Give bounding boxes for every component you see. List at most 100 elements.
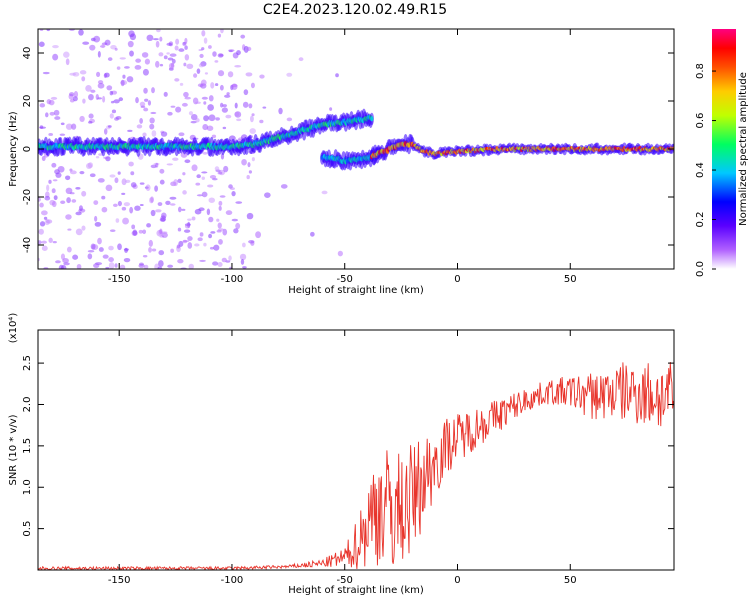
- spectrogram-noise-cell: [250, 82, 255, 89]
- spectrogram-noise-cell: [150, 209, 156, 217]
- spectrogram-noise-cell: [149, 117, 155, 124]
- spectrogram-noise-cell: [174, 78, 180, 82]
- spectrogram-noise-cell: [72, 71, 80, 77]
- spectrogram-noise-cell: [96, 71, 101, 78]
- spectrogram-panel: -150 -100 -50 0 50 -40 -20 0 20 40 Height of str…: [8, 28, 675, 296]
- spectrogram-noise-cell: [199, 53, 204, 59]
- spectrogram-noise-cell: [102, 95, 106, 103]
- spectrogram-noise-cell: [38, 228, 44, 235]
- spectrogram-noise-cell: [245, 72, 253, 77]
- spectrogram-noise-cell: [51, 162, 57, 168]
- spectrogram-noise-cell: [63, 51, 70, 58]
- spectrogram-noise-cell: [222, 228, 228, 236]
- spectrogram-noise-cell: [123, 202, 131, 207]
- spectrogram-noise-cell: [119, 57, 126, 60]
- spectrogram-x-tick-label: 50: [564, 274, 577, 285]
- spectrogram-noise-cell: [151, 87, 155, 94]
- spectrogram-noise-cell: [122, 217, 129, 225]
- spectrogram-noise-cell: [81, 76, 86, 82]
- spectrogram-x-label: Height of straight line (km): [288, 285, 424, 296]
- spectrogram-noise-cell: [142, 68, 149, 76]
- spectrogram-noise-cell: [246, 216, 252, 220]
- spectrogram-noise-cell: [177, 178, 182, 183]
- spectrogram-noise-cell: [222, 126, 227, 130]
- spectrogram-noise-cell: [127, 40, 134, 48]
- spectrogram-noise-cell: [169, 203, 176, 206]
- snr-plot-area: [38, 330, 674, 570]
- spectrogram-noise-cell: [156, 29, 161, 33]
- spectrogram-noise-cell: [50, 96, 58, 100]
- spectrogram-noise-cell: [82, 98, 86, 104]
- spectrogram-noise-cell: [177, 259, 184, 264]
- spectrogram-noise-cell: [199, 259, 206, 262]
- spectrogram-noise-cell: [97, 80, 104, 85]
- spectrogram-noise-cell: [225, 210, 233, 216]
- spectrogram-noise-cell: [110, 100, 115, 104]
- spectrogram-noise-cell: [167, 57, 174, 61]
- spectrogram-noise-cell: [182, 41, 186, 46]
- spectrogram-noise-cell: [78, 205, 83, 212]
- spectrogram-noise-cell: [217, 262, 223, 268]
- spectrogram-noise-cell: [109, 174, 116, 178]
- spectrogram-noise-cell: [82, 41, 90, 45]
- spectrogram-noise-cell: [78, 29, 84, 36]
- spectrogram-noise-cell: [46, 29, 51, 32]
- spectrogram-noise-cell: [170, 105, 176, 108]
- spectrogram-noise-cell: [215, 117, 220, 121]
- spectrogram-noise-cell: [109, 229, 116, 233]
- spectrogram-noise-cell: [157, 202, 163, 207]
- spectrogram-noise-cell: [196, 174, 201, 179]
- spectrogram-noise-cell: [157, 266, 163, 269]
- spectrogram-noise-cell: [159, 63, 164, 67]
- spectrogram-noise-cell: [298, 57, 304, 62]
- spectrogram-noise-cell: [251, 113, 255, 117]
- spectrogram-noise-cell: [122, 74, 126, 79]
- spectrogram-noise-cell: [105, 266, 110, 269]
- spectrogram-noise-cell: [142, 229, 147, 235]
- spectrogram-noise-cell: [102, 254, 109, 259]
- spectrogram-noise-cell: [229, 266, 233, 269]
- colorbar-gradient: [712, 29, 736, 269]
- spectrogram-noise-cell: [249, 115, 254, 123]
- spectrogram-noise-cell: [278, 107, 283, 115]
- spectrogram-noise-cell: [210, 82, 215, 89]
- spectrogram-noise-cell: [73, 91, 79, 98]
- spectrogram-noise-cell: [79, 115, 85, 122]
- spectrogram-noise-cell: [191, 114, 198, 121]
- spectrogram-noise-cell: [184, 45, 188, 50]
- spectrogram-noise-cell: [329, 107, 333, 111]
- spectrogram-noise-cell: [187, 242, 193, 249]
- spectrogram-noise-cell: [103, 156, 109, 160]
- spectrogram-noise-cell: [208, 114, 216, 122]
- spectrogram-noise-cell: [139, 182, 145, 185]
- spectrogram-noise-cell: [93, 35, 101, 43]
- spectrogram-noise-cell: [128, 161, 134, 167]
- spectrogram-noise-cell: [199, 232, 204, 237]
- spectrogram-noise-cell: [41, 245, 48, 251]
- spectrogram-noise-cell: [45, 219, 53, 224]
- spectrogram-noise-cell: [204, 72, 209, 75]
- spectrogram-noise-cell: [231, 218, 238, 222]
- spectrogram-noise-cell: [148, 247, 152, 253]
- spectrogram-noise-cell: [44, 195, 51, 201]
- spectrogram-noise-cell: [129, 206, 134, 214]
- spectrogram-noise-cell: [173, 179, 178, 187]
- spectrogram-noise-cell: [116, 66, 121, 70]
- spectrogram-noise-cell: [217, 222, 222, 229]
- spectrogram-noise-cell: [142, 132, 147, 137]
- spectrogram-noise-cell: [159, 179, 165, 185]
- spectrogram-noise-cell: [141, 52, 149, 58]
- spectrogram-noise-cell: [191, 216, 196, 221]
- spectrogram-noise-cell: [130, 182, 137, 188]
- spectrogram-noise-cell: [160, 131, 168, 137]
- spectrogram-noise-cell: [139, 117, 143, 124]
- spectrogram-noise-cell: [209, 175, 217, 179]
- spectrogram-noise-cell: [247, 162, 251, 168]
- spectrogram-noise-cell: [71, 199, 77, 203]
- spectrogram-noise-cell: [55, 172, 62, 178]
- spectrogram-noise-cell: [210, 231, 216, 234]
- spectrogram-noise-cell: [222, 104, 227, 108]
- spectrogram-noise-cell: [135, 97, 139, 104]
- spectrogram-noise-cell: [197, 237, 203, 242]
